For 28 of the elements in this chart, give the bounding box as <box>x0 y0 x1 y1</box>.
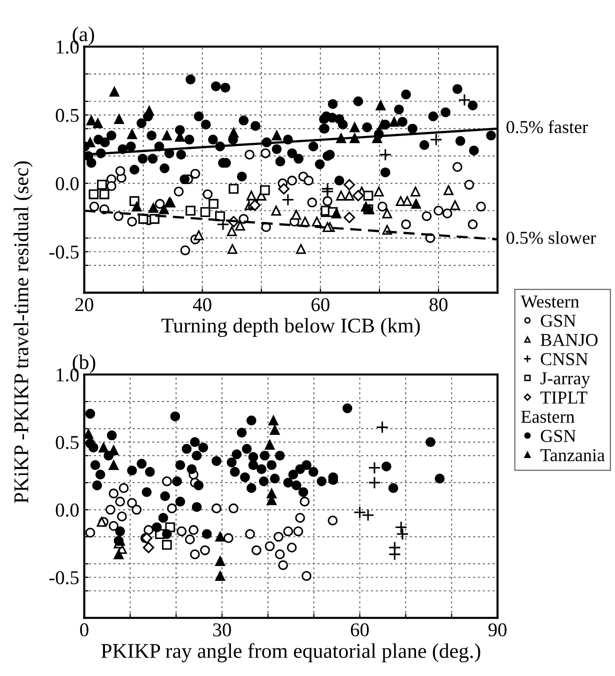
y-tick-label: 0.0 <box>56 177 79 190</box>
x-tick-label: 80 <box>430 298 448 312</box>
legend-label: GSN <box>540 314 576 327</box>
text: Western <box>520 296 580 308</box>
y-tick-label: 0.0 <box>56 504 79 517</box>
y-tick-label: -0.5 <box>49 246 79 259</box>
legend-label: CNSN <box>540 353 588 366</box>
x-axis-title: Turning depth below ICB (km) <box>161 318 420 337</box>
y-tick-label: 0.5 <box>56 108 79 122</box>
x-tick-label: 60 <box>312 298 330 312</box>
y-tick-label: 0.5 <box>56 436 79 450</box>
legend-label: BANJO <box>540 334 598 346</box>
legend-label: J-array <box>540 372 590 388</box>
x-tick-label: 90 <box>488 623 507 636</box>
legend-label: GSN <box>540 430 576 442</box>
x-tick-label: 0 <box>80 623 88 636</box>
x-tick-label: 60 <box>350 623 369 636</box>
legend-label: Tanzania <box>540 449 605 462</box>
y-axis-title: PKiKP -PKIKP travel-time residual (sec) <box>14 161 33 504</box>
legend-label: TIPLT <box>540 392 588 404</box>
x-tick-label: 40 <box>192 298 212 312</box>
series-label: 0.5% faster <box>506 120 588 134</box>
x-axis-title: PKIKP ray angle from equatorial plane (deg.) <box>101 643 480 662</box>
x-tick-label: 20 <box>75 298 94 312</box>
text: Eastern <box>521 410 575 423</box>
x-tick-label: 30 <box>213 623 231 636</box>
series-label: 0.5% slower <box>506 231 596 244</box>
y-tick-label: -0.5 <box>49 571 79 584</box>
